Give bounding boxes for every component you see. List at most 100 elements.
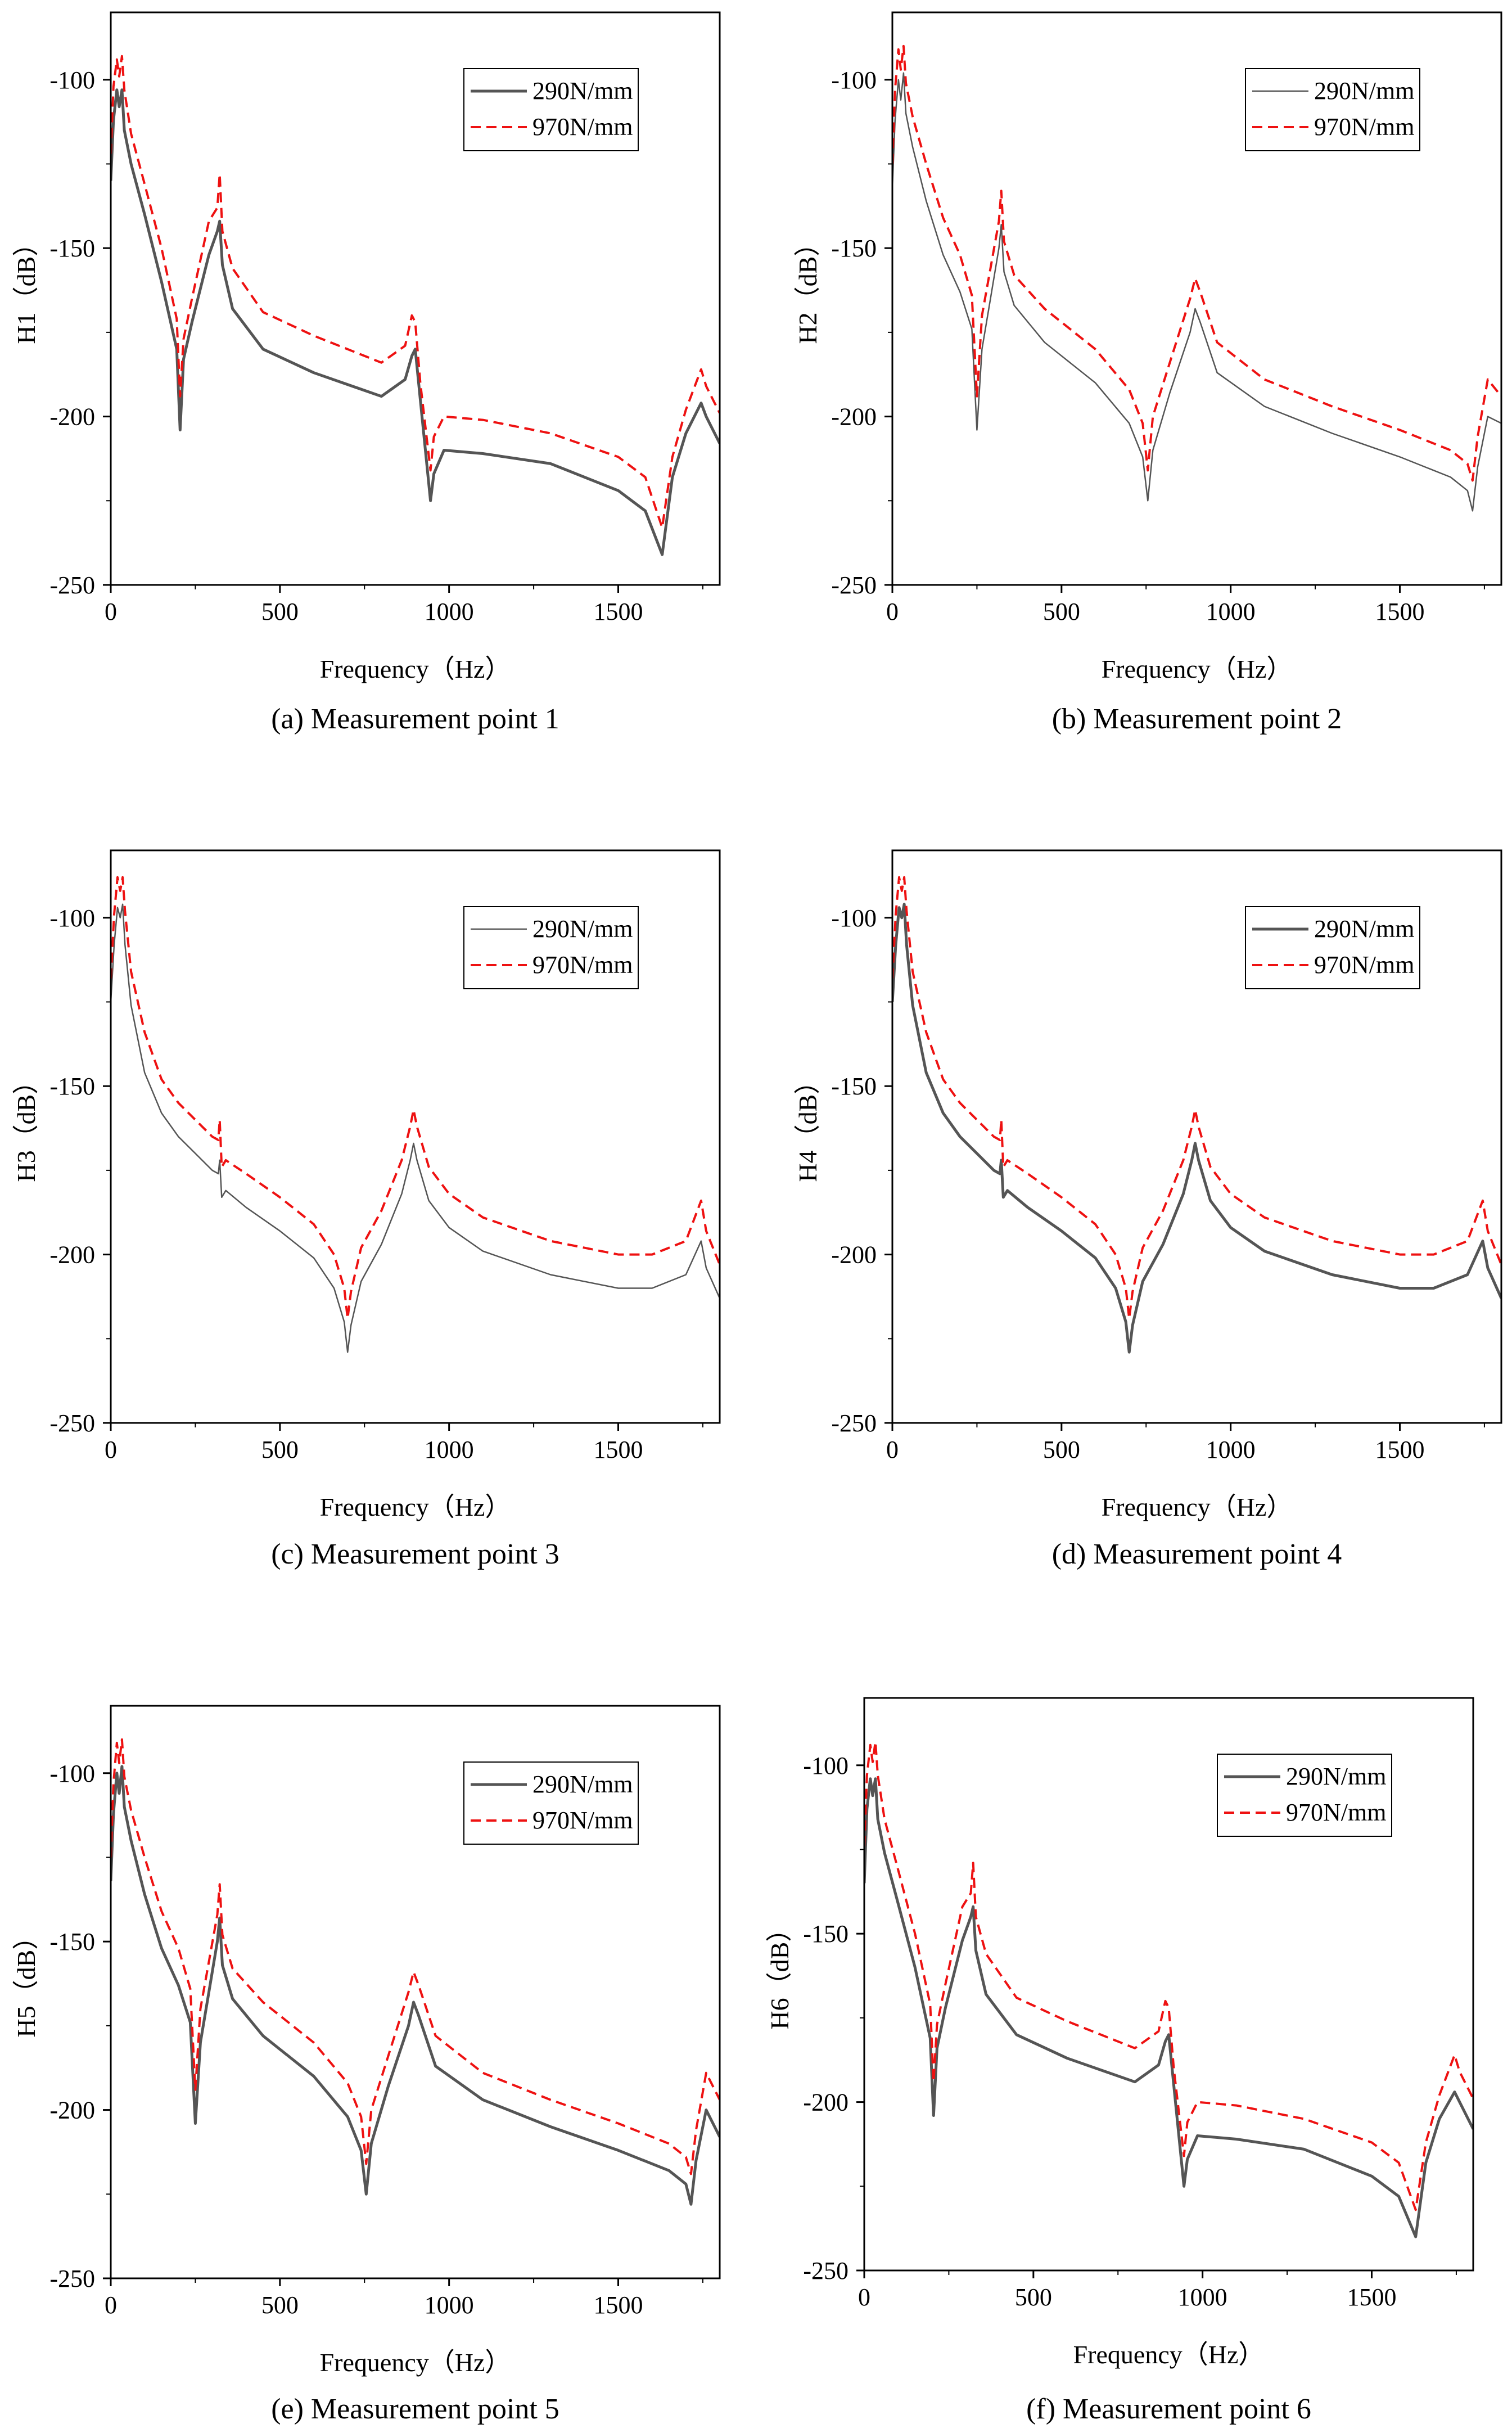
y-tick-label: -250	[49, 1409, 95, 1437]
y-tick-label: -100	[831, 66, 877, 94]
x-tick-label: 1000	[425, 598, 474, 625]
y-tick-label: -150	[803, 1920, 848, 1948]
x-tick-label: 0	[105, 598, 117, 625]
x-tick-label: 500	[261, 1436, 299, 1463]
x-tick-label: 1500	[594, 598, 643, 625]
legend-box	[463, 906, 639, 989]
y-tick-label: -200	[831, 1241, 877, 1269]
series-line-970	[111, 876, 720, 1320]
legend: 290N/mm 970N/mm	[463, 68, 639, 151]
x-tick-label: 500	[1043, 598, 1080, 625]
y-tick-label: -200	[831, 403, 877, 431]
x-tick-label: 500	[1015, 2283, 1052, 2311]
x-tick-label: 1500	[594, 2291, 643, 2319]
legend-label: 290N/mm	[532, 1770, 633, 1798]
legend-label: 290N/mm	[532, 915, 633, 943]
x-axis-label: Frequency（Hz）	[1073, 2340, 1265, 2369]
series-line-290	[111, 1765, 720, 2206]
legend-box	[1245, 68, 1420, 151]
y-axis-label: H4（dB）	[793, 1069, 822, 1182]
plot-frame	[891, 11, 1502, 586]
series-line-290	[111, 88, 720, 556]
y-tick-label: -100	[49, 66, 95, 94]
y-tick-label: -250	[49, 571, 95, 599]
legend-box	[463, 68, 639, 151]
chart-panel-a: -100 -150 -200 -250 0 500 1000 1500 Frequency（Hz…	[12, 11, 721, 735]
legend: 290N/mm 970N/mm	[1217, 1754, 1392, 1837]
y-tick-label: -200	[49, 1241, 95, 1269]
x-tick-label: 1000	[1206, 1436, 1256, 1463]
x-axis-label: Frequency（Hz）	[1102, 1493, 1293, 1521]
x-axis-label: Frequency（Hz）	[320, 2348, 511, 2377]
x-tick-label: 500	[1043, 1436, 1080, 1463]
series-line-290	[864, 1777, 1473, 2238]
y-axis-label: H5（dB）	[12, 1924, 40, 2038]
panel-caption: (a) Measurement point 1	[271, 703, 559, 735]
chart-panel-d: -100 -150 -200 -250 0 500 1000 1500 Frequency（Hz…	[793, 849, 1502, 1570]
legend-label: 970N/mm	[532, 951, 633, 979]
legend-box	[463, 1761, 639, 1845]
legend-box	[1217, 1754, 1392, 1837]
x-tick-label: 0	[886, 598, 899, 625]
x-tick-label: 0	[105, 2291, 117, 2319]
x-tick-label: 1000	[1178, 2283, 1227, 2311]
plot-frame	[863, 1697, 1474, 2272]
y-tick-label: -250	[831, 571, 877, 599]
chart-panel-e: -100 -150 -200 -250 0 500 1000 1500 Frequency（Hz…	[12, 1705, 721, 2425]
chart-panel-f: -100 -150 -200 -250 0 500 1000 1500 Frequency（Hz…	[765, 1697, 1474, 2425]
chart-panel-b: -100 -150 -200 -250 0 500 1000 1500 Frequency（Hz…	[793, 11, 1502, 735]
panel-caption: (d) Measurement point 4	[1052, 1538, 1342, 1570]
legend-label: 970N/mm	[532, 1806, 633, 1834]
x-tick-label: 500	[261, 598, 299, 625]
legend-label: 970N/mm	[532, 113, 633, 141]
panel-caption: (c) Measurement point 3	[271, 1538, 559, 1570]
plot-frame	[110, 849, 721, 1424]
series-line-970	[864, 1740, 1473, 2211]
legend-box	[1245, 906, 1420, 989]
legend-label: 290N/mm	[1286, 1763, 1386, 1790]
y-tick-label: -200	[49, 2097, 95, 2124]
y-tick-label: -100	[49, 904, 95, 932]
y-tick-label: -250	[803, 2257, 848, 2285]
x-tick-label: 1500	[1375, 598, 1425, 625]
legend: 290N/mm 970N/mm	[1245, 68, 1420, 151]
y-axis-label: H6（dB）	[765, 1916, 794, 2030]
series-line-290	[892, 72, 1501, 512]
x-tick-label: 1000	[1206, 598, 1256, 625]
x-tick-label: 1000	[425, 2291, 474, 2319]
x-tick-label: 1000	[425, 1436, 474, 1463]
y-tick-label: -150	[831, 1073, 877, 1100]
y-axis-label: H3（dB）	[12, 1069, 40, 1182]
legend-label: 290N/mm	[532, 77, 633, 105]
panel-caption: (b) Measurement point 2	[1052, 703, 1342, 735]
y-tick-label: -200	[803, 2089, 848, 2116]
y-tick-label: -150	[49, 235, 95, 262]
legend-label: 970N/mm	[1286, 1799, 1386, 1826]
y-tick-label: -150	[49, 1928, 95, 1956]
y-tick-label: -150	[831, 235, 877, 262]
series-line-970	[892, 876, 1501, 1320]
plot-frame	[110, 1705, 721, 2279]
series-line-290	[111, 903, 720, 1353]
y-tick-label: -250	[831, 1409, 877, 1437]
x-tick-label: 500	[261, 2291, 299, 2319]
legend-label: 970N/mm	[1314, 113, 1414, 141]
plot-frame	[891, 849, 1502, 1424]
y-tick-label: -100	[803, 1752, 848, 1779]
panel-caption: (e) Measurement point 5	[271, 2393, 559, 2425]
y-tick-label: -200	[49, 403, 95, 431]
panel-caption: (f) Measurement point 6	[1026, 2393, 1311, 2425]
x-tick-label: 1500	[1347, 2283, 1397, 2311]
x-tick-label: 0	[105, 1436, 117, 1463]
y-tick-label: -250	[49, 2265, 95, 2292]
y-axis-label: H1（dB）	[12, 231, 40, 344]
x-tick-label: 0	[886, 1436, 899, 1463]
x-tick-label: 0	[858, 2283, 870, 2311]
series-line-970	[111, 1738, 720, 2175]
x-axis-label: Frequency（Hz）	[1102, 655, 1293, 683]
y-axis-label: H2（dB）	[793, 231, 822, 344]
plot-frame	[110, 11, 721, 586]
y-tick-label: -100	[831, 904, 877, 932]
series-line-970	[892, 44, 1501, 482]
